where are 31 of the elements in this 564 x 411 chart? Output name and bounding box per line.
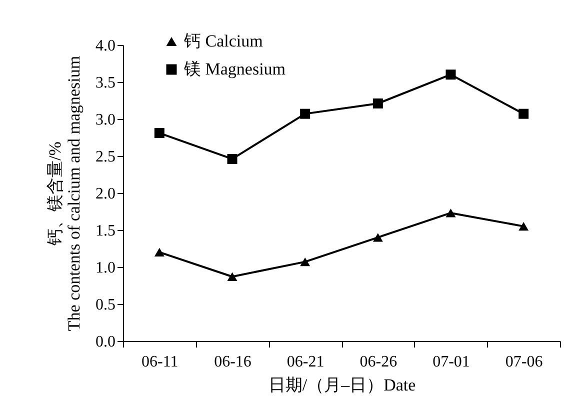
point <box>372 233 383 242</box>
point <box>154 128 164 138</box>
x-tick-label: 06-21 <box>286 354 324 370</box>
point <box>227 272 238 281</box>
point <box>227 154 238 164</box>
x-tick-label: 06-11 <box>142 354 178 370</box>
y-axis-title: 钙、镁含量/% The contents of calcium and magnesium <box>46 56 84 332</box>
point <box>372 98 383 108</box>
x-tick-label: 06-26 <box>360 354 398 370</box>
y-tick-label: 1.0 <box>96 260 116 276</box>
x-axis-title: 日期/（月–日）Date <box>268 376 416 394</box>
point <box>300 108 310 119</box>
y-tick-label: 2.0 <box>96 186 116 202</box>
legend-label: 镁 Magnesium <box>183 60 286 78</box>
point <box>446 208 456 218</box>
point <box>300 257 310 266</box>
point <box>446 70 456 80</box>
y-tick-label: 1.5 <box>96 222 116 240</box>
point <box>518 108 529 119</box>
point <box>518 222 529 231</box>
point <box>154 248 164 257</box>
x-tick-label: 07-06 <box>505 354 543 370</box>
y-tick-label: 0.5 <box>96 296 116 314</box>
y-tick-label: 4.0 <box>96 38 116 54</box>
legend-label: 钙 Calcium <box>183 32 263 50</box>
y-tick-label: 2.5 <box>96 148 116 166</box>
y-tick-label: 3.5 <box>96 74 116 92</box>
y-tick-label: 0.0 <box>96 334 116 350</box>
x-tick-label: 07-01 <box>432 354 470 370</box>
y-tick-label: 3.0 <box>96 112 116 128</box>
x-tick-label: 06-16 <box>214 354 252 370</box>
